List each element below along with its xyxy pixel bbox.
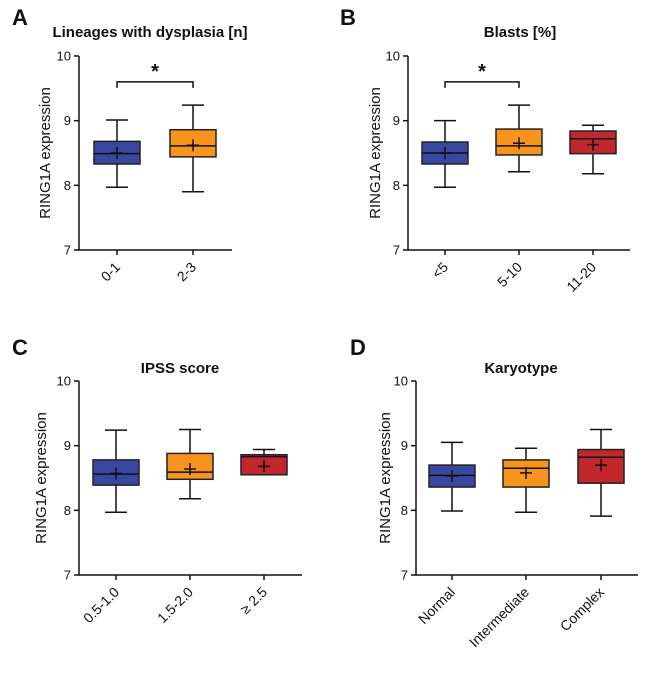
y-tick-label: 9 (64, 438, 71, 453)
x-tick-label: <5 (429, 259, 452, 282)
panel-letter: A (12, 5, 28, 30)
significance-bracket (116, 81, 194, 88)
mean-marker (595, 459, 607, 472)
y-axis-label: RING1A expression (33, 412, 50, 544)
panel-b: B Blasts [%] RING1A expression 7 8 9 10 <5 5-10 1… (340, 5, 630, 295)
mean-marker (110, 467, 122, 480)
y-tick-label: 7 (401, 568, 408, 583)
chart-title: Lineages with dysplasia [n] (52, 24, 247, 41)
significance-label: * (151, 61, 159, 83)
x-tick-label: Complex (557, 584, 607, 634)
y-tick-label: 9 (401, 438, 408, 453)
x-tick-label: ≥ 2.5 (237, 584, 270, 617)
mean-marker (446, 470, 458, 483)
y-tick-label: 10 (57, 49, 71, 64)
x-tick-label: 11-20 (563, 259, 599, 295)
y-tick-label: 7 (393, 243, 400, 258)
mean-marker (184, 462, 196, 475)
x-tick-label: 1.5-2.0 (154, 584, 196, 626)
significance-label: * (478, 61, 486, 83)
chart-title: Blasts [%] (484, 24, 557, 41)
panel-letter: C (12, 335, 28, 360)
x-tick-label: 5-10 (494, 259, 525, 290)
panel-letter: D (350, 335, 366, 360)
x-tick-label: 2-3 (173, 259, 199, 285)
y-tick-label: 8 (401, 503, 408, 518)
y-tick-label: 10 (57, 374, 71, 389)
panel-letter: B (340, 5, 356, 30)
y-axis-label: RING1A expression (367, 87, 384, 219)
y-axis-label: RING1A expression (377, 412, 394, 544)
y-tick-label: 7 (64, 243, 71, 258)
y-tick-label: 8 (64, 178, 71, 193)
x-tick-label: 0-1 (97, 259, 123, 285)
y-tick-label: 9 (64, 113, 71, 128)
mean-marker (111, 147, 123, 159)
mean-marker (187, 139, 199, 152)
mean-marker (520, 466, 532, 479)
chart-title: Karyotype (484, 360, 557, 377)
y-tick-label: 9 (393, 113, 400, 128)
mean-marker (439, 147, 451, 159)
panel-c: C IPSS score RING1A expression 7 8 9 10 0.5-1.0… (12, 335, 302, 626)
y-tick-label: 8 (64, 503, 71, 518)
y-tick-label: 10 (394, 374, 408, 389)
y-tick-label: 10 (386, 49, 400, 64)
panel-d: D Karyotype RING1A expression 7 8 9 10 Normal In… (350, 335, 638, 650)
chart-title: IPSS score (141, 360, 219, 377)
y-tick-label: 8 (393, 178, 400, 193)
mean-marker (587, 138, 599, 151)
x-tick-label: 0.5-1.0 (80, 584, 122, 626)
mean-marker (513, 137, 525, 150)
y-tick-label: 7 (64, 568, 71, 583)
y-axis-label: RING1A expression (37, 87, 54, 219)
panel-a: A Lineages with dysplasia [n] RING1A expre… (12, 5, 248, 284)
mean-marker (258, 460, 270, 473)
significance-bracket (444, 81, 520, 88)
x-tick-label: Intermediate (466, 584, 532, 650)
x-tick-label: Normal (415, 584, 458, 627)
